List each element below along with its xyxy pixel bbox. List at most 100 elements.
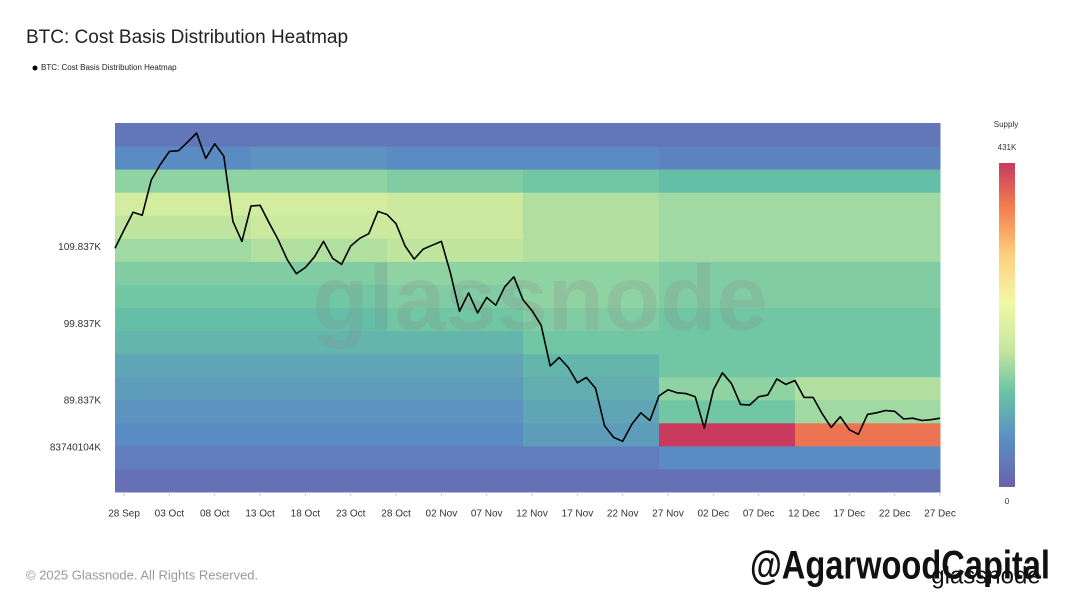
heatmap-cell	[115, 169, 252, 193]
heatmap-cell	[658, 399, 796, 424]
y-tick-label: 99.837K	[64, 319, 102, 330]
heatmap-cell	[115, 284, 252, 308]
heatmap-cell	[658, 468, 796, 493]
heatmap-cell	[386, 376, 524, 401]
legend-label: BTC: Cost Basis Distribution Heatmap	[41, 63, 177, 72]
heatmap-cell	[386, 146, 524, 170]
heatmap-cell	[250, 353, 388, 378]
overlay-text: @AgarwoodCapital	[750, 544, 1050, 588]
heatmap-cell	[115, 307, 252, 332]
colorbar	[999, 163, 1015, 487]
heatmap-cell	[115, 146, 252, 170]
x-tick-label: 28 Sep	[108, 509, 140, 520]
x-tick-label: 22 Dec	[879, 509, 911, 520]
heatmap-cell	[250, 169, 388, 193]
heatmap-cell	[250, 307, 388, 332]
heatmap-cell	[386, 399, 524, 424]
heatmap-cell	[658, 284, 796, 308]
heatmap-cell	[115, 330, 252, 355]
x-tick-label: 12 Dec	[788, 509, 820, 520]
heatmap	[115, 123, 941, 493]
heatmap-cell	[794, 330, 941, 355]
heatmap-cell	[794, 376, 941, 401]
heatmap-cell	[794, 353, 941, 378]
heatmap-cell	[522, 123, 660, 147]
colorbar-title: Supply	[994, 120, 1018, 129]
heatmap-cell	[386, 307, 524, 332]
heatmap-cell	[250, 146, 388, 170]
heatmap-cell	[115, 468, 252, 493]
brand-logo: glassnode	[931, 562, 1040, 589]
heatmap-cell	[115, 445, 252, 470]
heatmap-cell	[794, 307, 941, 332]
heatmap-cell	[658, 238, 796, 262]
heatmap-cell	[794, 215, 941, 239]
heatmap-cell	[522, 307, 660, 332]
heatmap-cell	[658, 307, 796, 332]
heatmap-cell	[115, 238, 252, 262]
x-tick-label: 02 Dec	[698, 509, 730, 520]
heatmap-cell	[522, 238, 660, 262]
x-tick-label: 08 Oct	[200, 509, 230, 520]
x-tick-label: 28 Oct	[381, 509, 411, 520]
heatmap-cell	[386, 422, 524, 447]
heatmap-cell	[794, 238, 941, 262]
colorbar-tick-label: 431K	[998, 143, 1017, 152]
heatmap-cell	[658, 353, 796, 378]
heatmap-cell	[250, 468, 388, 493]
heatmap-cell	[658, 261, 796, 285]
x-tick-label: 17 Dec	[833, 509, 865, 520]
price-line	[114, 132, 941, 443]
heatmap-cell	[115, 215, 252, 239]
heatmap-cell	[658, 215, 796, 239]
heatmap-cell	[522, 376, 660, 401]
heatmap-cell	[250, 123, 388, 147]
heatmap-cell	[658, 123, 796, 147]
x-tick-label: 27 Dec	[924, 509, 956, 520]
heatmap-cell	[794, 399, 941, 424]
x-tick-label: 07 Dec	[743, 509, 775, 520]
y-tick-label: 109.837K	[58, 242, 101, 253]
x-tick-label: 27 Nov	[652, 509, 684, 520]
heatmap-cell	[658, 192, 796, 216]
heatmap-cell	[386, 261, 524, 285]
heatmap-cell	[250, 330, 388, 355]
heatmap-cell	[794, 284, 941, 308]
y-tick-label: 83740104K	[50, 443, 101, 454]
heatmap-cell	[115, 192, 252, 216]
heatmap-cell	[658, 376, 796, 401]
heatmap-cell	[658, 146, 796, 170]
x-tick-label: 23 Oct	[336, 509, 366, 520]
heatmap-cell	[115, 376, 252, 401]
heatmap-cell	[250, 284, 388, 308]
x-tick-label: 03 Oct	[155, 509, 185, 520]
heatmap-cell	[250, 376, 388, 401]
heatmap-cell	[115, 399, 252, 424]
x-tick-label: 17 Nov	[562, 509, 594, 520]
heatmap-cell	[250, 445, 388, 470]
heatmap-cell	[522, 330, 660, 355]
colorbar-tick-label: 0	[1005, 497, 1010, 506]
heatmap-cell	[115, 123, 252, 147]
heatmap-cell	[522, 353, 660, 378]
heatmap-cell	[115, 261, 252, 285]
heatmap-cell	[794, 169, 941, 193]
watermark: glassnode	[312, 247, 767, 349]
heatmap-cell	[386, 353, 524, 378]
y-tick-label: 89.837K	[64, 396, 102, 407]
heatmap-cell	[386, 123, 524, 147]
heatmap-cell	[794, 146, 941, 170]
heatmap-cell	[522, 468, 660, 493]
heatmap-cell	[522, 422, 660, 447]
heatmap-cell	[794, 422, 941, 447]
heatmap-cell	[658, 445, 796, 470]
heatmap-cell	[522, 215, 660, 239]
heatmap-cell	[386, 445, 524, 470]
heatmap-cell	[522, 169, 660, 193]
legend-marker	[32, 65, 38, 71]
x-tick-label: 22 Nov	[607, 509, 639, 520]
heatmap-cell	[658, 330, 796, 355]
heatmap-cell	[250, 422, 388, 447]
x-tick-label: 02 Nov	[426, 509, 458, 520]
heatmap-cell	[250, 192, 388, 216]
